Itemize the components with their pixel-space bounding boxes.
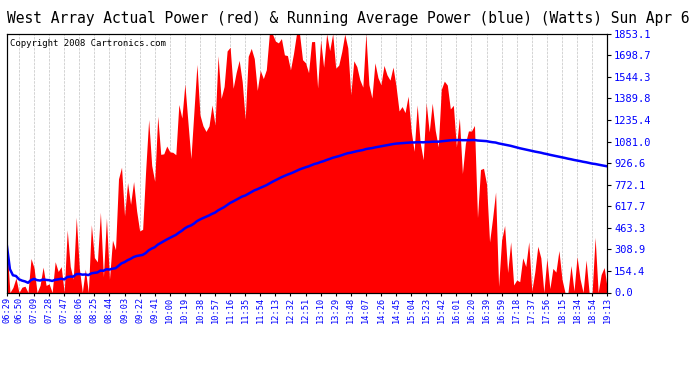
Text: West Array Actual Power (red) & Running Average Power (blue) (Watts) Sun Apr 6 1: West Array Actual Power (red) & Running … — [7, 11, 690, 26]
Text: Copyright 2008 Cartronics.com: Copyright 2008 Cartronics.com — [10, 39, 166, 48]
